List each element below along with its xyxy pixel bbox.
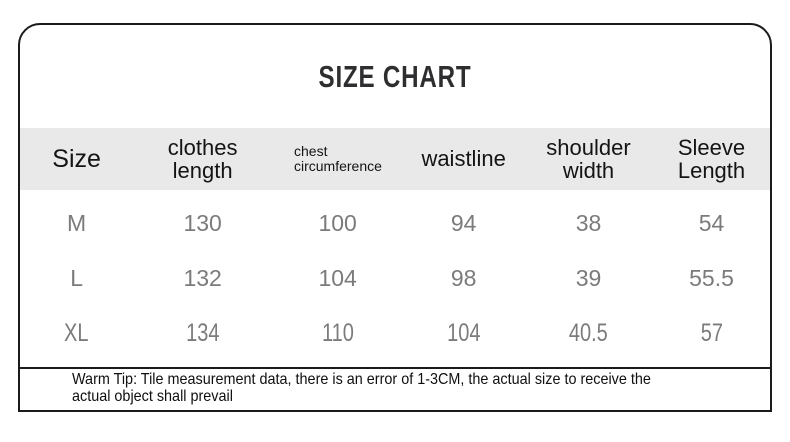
table-cell: 57 — [653, 306, 770, 361]
table-cell-text: 134 — [185, 319, 220, 347]
table-cell: 54 — [698, 210, 725, 236]
row-label: M — [67, 210, 87, 236]
header-size: Size — [52, 144, 101, 173]
table-row-l: L 132 104 98 39 55.5 — [20, 251, 770, 306]
table-row-m: M 130 100 94 38 54 — [20, 196, 770, 251]
table-cell: 104 — [403, 306, 524, 361]
table-row-xl: XL 134 110 104 40.5 57 — [20, 306, 770, 361]
header-sleeve-length: Sleeve Length — [677, 134, 746, 183]
row-label-text: XL — [64, 319, 89, 347]
size-chart-card: SIZE CHART Size clothes length chest cir… — [18, 23, 772, 412]
table-cell: 98 — [450, 265, 477, 291]
title-area: SIZE CHART — [20, 25, 770, 128]
table-cell: 130 — [183, 210, 222, 236]
table-body: M 130 100 94 38 54 L 132 104 98 39 55.5 … — [20, 190, 770, 361]
warm-tip-box: Warm Tip: Tile measurement data, there i… — [20, 367, 770, 410]
table-cell: 110 — [272, 306, 403, 361]
row-label: XL — [20, 306, 133, 361]
table-cell-text: 40.5 — [569, 319, 608, 347]
table-cell: 38 — [575, 210, 602, 236]
table-cell: 55.5 — [689, 265, 734, 291]
table-cell: 39 — [575, 265, 602, 291]
table-cell-text: 57 — [700, 319, 723, 347]
header-chest-circumference: chest circumference — [294, 143, 382, 174]
table-cell: 134 — [133, 306, 272, 361]
table-cell-text: 104 — [446, 319, 481, 347]
table-cell: 40.5 — [524, 306, 653, 361]
header-clothes-length: clothes length — [167, 134, 238, 183]
table-cell: 132 — [183, 265, 222, 291]
warm-tip-text: Warm Tip: Tile measurement data, there i… — [72, 371, 651, 405]
header-shoulder-width: shoulder width — [546, 134, 631, 183]
row-label: L — [70, 265, 84, 291]
table-cell: 94 — [450, 210, 477, 236]
header-waistline: waistline — [421, 146, 506, 172]
page-title: SIZE CHART — [318, 58, 472, 94]
table-cell: 104 — [318, 265, 357, 291]
table-cell: 100 — [318, 210, 357, 236]
table-cell-text: 110 — [321, 319, 354, 347]
table-header-row: Size clothes length chest circumference … — [20, 128, 770, 190]
